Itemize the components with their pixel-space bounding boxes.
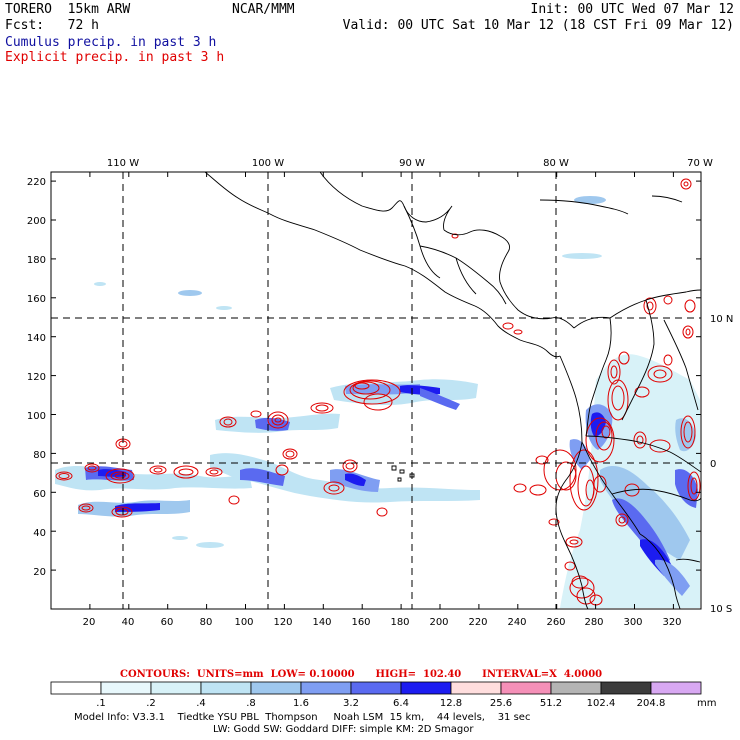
contours-info: CONTOURS: UNITS=mm LOW= 0.10000 HIGH= 10… bbox=[120, 669, 602, 680]
y-tick-label: 140 bbox=[27, 333, 46, 344]
model-info-line2: LW: Godd SW: Goddard DIFF: simple KM: 2D… bbox=[213, 724, 474, 735]
coastlines bbox=[204, 172, 701, 609]
x-tick-label: 80 bbox=[200, 617, 213, 628]
colorbar bbox=[50, 681, 702, 695]
y-tick-label: 160 bbox=[27, 294, 46, 305]
lon-label: 80 W bbox=[543, 158, 569, 169]
colorbar-level-label: 25.6 bbox=[490, 698, 512, 709]
lat-label: 10 S bbox=[710, 604, 732, 615]
graticule bbox=[51, 172, 701, 609]
cumulus-legend: Cumulus precip. in past 3 h bbox=[5, 35, 217, 50]
x-tick-label: 120 bbox=[273, 617, 292, 628]
colorbar-units: mm bbox=[697, 698, 716, 709]
forecast-hour: Fcst: 72 h bbox=[5, 18, 99, 33]
colorbar-swatch bbox=[150, 681, 202, 695]
x-tick-label: 260 bbox=[546, 617, 565, 628]
x-tick-label: 180 bbox=[390, 617, 409, 628]
lon-label: 100 W bbox=[252, 158, 284, 169]
y-tick-label: 200 bbox=[27, 216, 46, 227]
colorbar-level-label: .8 bbox=[246, 698, 256, 709]
x-tick-label: 300 bbox=[623, 617, 642, 628]
model-info-line1: Model Info: V3.3.1 Tiedtke YSU PBL Thomp… bbox=[74, 712, 531, 723]
colorbar-level-label: .1 bbox=[96, 698, 106, 709]
y-tick-label: 40 bbox=[33, 528, 46, 539]
x-tick-label: 160 bbox=[351, 617, 370, 628]
colorbar-level-label: .4 bbox=[196, 698, 206, 709]
y-tick-label: 120 bbox=[27, 372, 46, 383]
axis-ticks bbox=[50, 172, 701, 610]
x-tick-label: 280 bbox=[584, 617, 603, 628]
org-label: NCAR/MMM bbox=[232, 2, 295, 17]
lon-labels: 110 W 100 W 90 W 80 W 70 W bbox=[107, 158, 713, 169]
colorbar-swatch bbox=[100, 681, 152, 695]
colorbar-level-label: 1.6 bbox=[293, 698, 309, 709]
x-tick-label: 100 bbox=[234, 617, 253, 628]
x-tick-label: 240 bbox=[507, 617, 526, 628]
colorbar-swatch bbox=[550, 681, 602, 695]
lon-label: 110 W bbox=[107, 158, 139, 169]
colorbar-labels: .1 .2 .4 .8 1.6 3.2 6.4 12.8 25.6 51.2 102.4 204.8 bbox=[96, 698, 665, 709]
y-tick-label: 180 bbox=[27, 255, 46, 266]
colorbar-level-label: 204.8 bbox=[637, 698, 666, 709]
y-tick-label: 220 bbox=[27, 177, 46, 188]
y-tick-label: 80 bbox=[33, 450, 46, 461]
colorbar-level-label: 12.8 bbox=[440, 698, 462, 709]
x-tick-label: 220 bbox=[468, 617, 487, 628]
colorbar-swatch bbox=[400, 681, 452, 695]
colorbar-swatch bbox=[200, 681, 252, 695]
lat-label: 0 bbox=[710, 459, 716, 470]
colorbar-swatch bbox=[300, 681, 352, 695]
lon-label: 90 W bbox=[399, 158, 425, 169]
colorbar-swatch bbox=[50, 681, 102, 695]
model-title: TORERO 15km ARW bbox=[5, 2, 131, 17]
explicit-legend: Explicit precip. in past 3 h bbox=[5, 50, 225, 65]
x-tick-label: 60 bbox=[161, 617, 174, 628]
lat-labels: 10 N 0 10 S bbox=[710, 314, 733, 615]
x-tick-label: 140 bbox=[312, 617, 331, 628]
x-tick-label: 320 bbox=[662, 617, 681, 628]
y-tick-labels: 20 40 60 80 100 120 140 160 180 200 220 bbox=[27, 177, 46, 578]
colorbar-level-label: 51.2 bbox=[540, 698, 562, 709]
lat-label: 10 N bbox=[710, 314, 733, 325]
colorbar-level-label: .2 bbox=[146, 698, 156, 709]
colorbar-swatch bbox=[600, 681, 652, 695]
x-tick-label: 200 bbox=[429, 617, 448, 628]
colorbar-swatch bbox=[450, 681, 502, 695]
colorbar-swatch bbox=[250, 681, 302, 695]
colorbar-level-label: 6.4 bbox=[393, 698, 409, 709]
valid-time: Valid: 00 UTC Sat 10 Mar 12 (18 CST Fri … bbox=[342, 18, 734, 33]
y-tick-label: 60 bbox=[33, 489, 46, 500]
y-tick-label: 20 bbox=[33, 567, 46, 578]
colorbar-swatch bbox=[500, 681, 552, 695]
x-tick-label: 40 bbox=[122, 617, 135, 628]
colorbar-swatch bbox=[650, 681, 702, 695]
colorbar-level-label: 102.4 bbox=[587, 698, 616, 709]
x-tick-labels: 20 40 60 80 100 120 140 160 180 200 220 … bbox=[83, 617, 682, 628]
init-time: Init: 00 UTC Wed 07 Mar 12 bbox=[530, 2, 735, 17]
colorbar-swatch bbox=[350, 681, 402, 695]
colorbar-level-label: 3.2 bbox=[343, 698, 359, 709]
lon-label: 70 W bbox=[687, 158, 713, 169]
y-tick-label: 100 bbox=[27, 411, 46, 422]
x-tick-label: 20 bbox=[83, 617, 96, 628]
